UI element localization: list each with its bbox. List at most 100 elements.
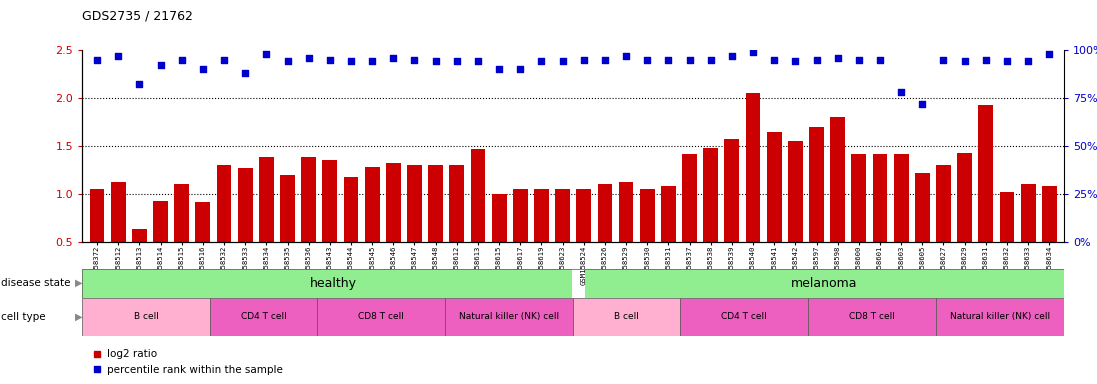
Point	[955, 58, 973, 65]
Point	[110, 53, 127, 59]
Point	[998, 58, 1016, 65]
Bar	[746, 93, 760, 290]
Point	[935, 56, 952, 63]
Point	[385, 55, 403, 61]
Text: healthy: healthy	[309, 277, 357, 290]
Bar	[238, 168, 252, 290]
Bar	[491, 194, 507, 290]
Point	[1040, 51, 1058, 57]
Text: CD4 T cell: CD4 T cell	[241, 312, 286, 321]
Point	[892, 89, 909, 95]
Bar	[915, 173, 930, 290]
Bar	[174, 184, 189, 290]
Bar	[682, 154, 697, 290]
Text: ▶: ▶	[75, 312, 82, 322]
Point	[807, 56, 825, 63]
Text: CD4 T cell: CD4 T cell	[721, 312, 767, 321]
Bar	[343, 177, 359, 290]
Point	[448, 58, 465, 65]
Bar	[302, 157, 316, 290]
Point	[977, 56, 995, 63]
Point	[194, 66, 212, 72]
Bar	[407, 165, 422, 290]
Bar	[999, 192, 1015, 290]
Bar	[317, 298, 445, 336]
Text: disease state: disease state	[1, 278, 70, 288]
Bar	[259, 157, 274, 290]
Point	[363, 58, 381, 65]
Point	[321, 56, 339, 63]
Bar	[386, 163, 400, 290]
Bar	[936, 165, 951, 290]
Text: Natural killer (NK) cell: Natural killer (NK) cell	[459, 312, 559, 321]
Point	[638, 56, 656, 63]
Point	[131, 81, 148, 88]
Text: Natural killer (NK) cell: Natural killer (NK) cell	[950, 312, 1050, 321]
Bar	[428, 165, 443, 290]
Bar	[1042, 186, 1056, 290]
Bar	[598, 184, 612, 290]
Point	[554, 58, 572, 65]
Bar	[365, 167, 380, 290]
Bar	[830, 117, 845, 290]
Point	[702, 56, 720, 63]
Text: B cell: B cell	[134, 312, 159, 321]
Point	[723, 53, 740, 59]
Bar	[195, 202, 211, 290]
Point	[299, 55, 317, 61]
Point	[533, 58, 551, 65]
Text: B cell: B cell	[614, 312, 638, 321]
Text: CD8 T cell: CD8 T cell	[358, 312, 404, 321]
Bar	[810, 127, 824, 290]
Point	[173, 56, 191, 63]
Bar	[724, 139, 739, 290]
Point	[575, 56, 592, 63]
Point	[744, 49, 761, 55]
Point	[618, 53, 635, 59]
Point	[787, 58, 804, 65]
Bar	[936, 298, 1064, 336]
Point	[511, 66, 529, 72]
Point	[681, 56, 699, 63]
Bar	[216, 165, 231, 290]
Point	[427, 58, 444, 65]
Point	[89, 56, 106, 63]
Bar	[82, 298, 211, 336]
Point	[829, 55, 847, 61]
Point	[406, 56, 423, 63]
Bar	[661, 186, 676, 290]
Bar	[132, 230, 147, 290]
Bar	[111, 182, 126, 290]
Bar	[640, 189, 655, 290]
Text: melanoma: melanoma	[791, 277, 857, 290]
Text: CD8 T cell: CD8 T cell	[849, 312, 895, 321]
Point	[871, 56, 889, 63]
Point	[490, 66, 508, 72]
Text: GDS2735 / 21762: GDS2735 / 21762	[82, 10, 193, 23]
Bar	[90, 189, 104, 290]
Point	[151, 62, 169, 68]
Point	[766, 56, 783, 63]
Bar	[703, 148, 719, 290]
Point	[914, 101, 931, 107]
Point	[279, 58, 296, 65]
Bar	[619, 182, 633, 290]
Point	[596, 56, 613, 63]
Bar	[808, 298, 936, 336]
Bar	[958, 153, 972, 290]
Bar	[450, 165, 464, 290]
Bar	[680, 298, 808, 336]
Point	[659, 56, 677, 63]
Point	[215, 56, 233, 63]
Bar	[211, 298, 317, 336]
Bar	[82, 269, 572, 298]
Bar	[154, 201, 168, 290]
Bar	[471, 149, 485, 290]
Point	[258, 51, 275, 57]
Point	[470, 58, 487, 65]
Bar	[576, 189, 591, 290]
Point	[237, 70, 255, 76]
Bar	[788, 141, 803, 290]
Bar	[586, 269, 1075, 298]
Bar	[767, 132, 781, 290]
